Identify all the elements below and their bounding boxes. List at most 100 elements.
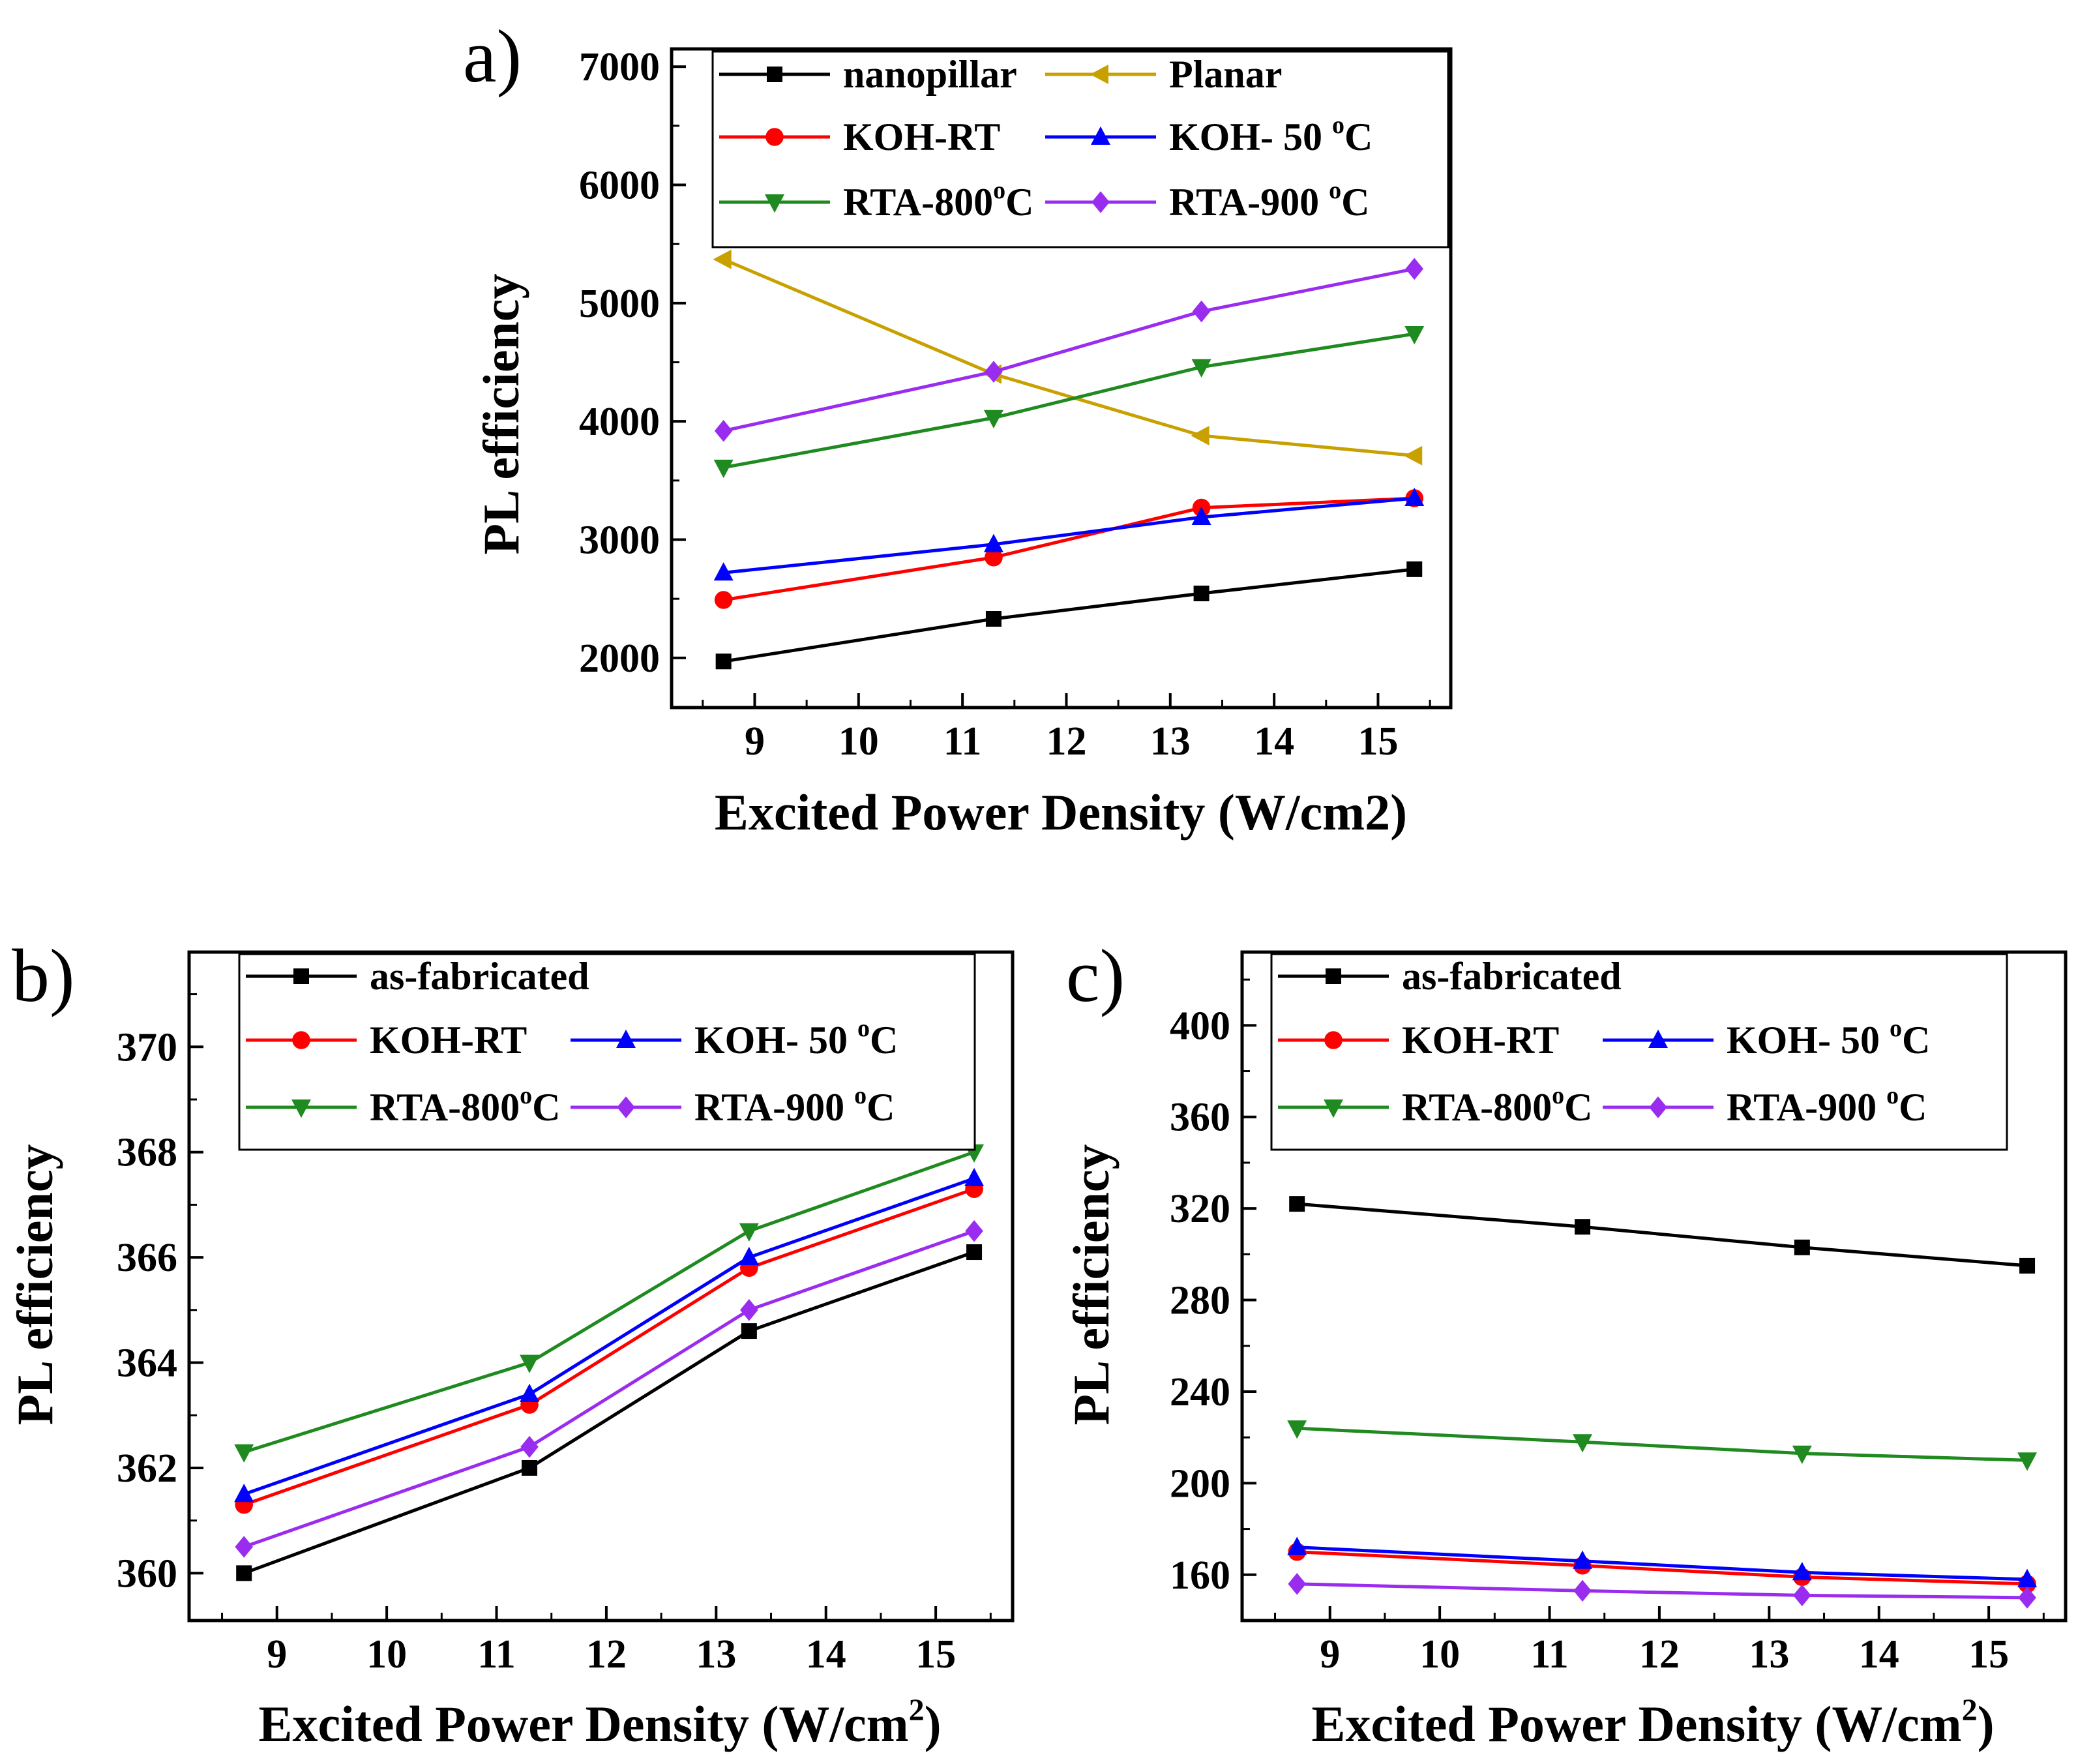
- y-tick-label: 364: [117, 1341, 177, 1386]
- x-tick-label: 15: [1968, 1632, 2009, 1677]
- plot-frame: [1240, 950, 2068, 1622]
- y-tick-label: 360: [1170, 1096, 1230, 1140]
- x-axis-title: Excited Power Density (W/cm2): [715, 784, 1407, 841]
- legend-label-superscript: o: [854, 1082, 867, 1109]
- series-line-koh-rt: [723, 496, 1415, 602]
- legend-koh-rt-marker: [765, 128, 784, 146]
- y-tick-label: 160: [1170, 1553, 1230, 1598]
- x-axis-title-main: Excited Power Density (W/cm2): [715, 784, 1407, 841]
- chart-panel-c: c) 9 10 11 12 13 14 15 160 200 240 280 320 360 400 Exci…: [1063, 934, 2068, 1752]
- legend-label-superscript: o: [1332, 112, 1344, 139]
- data-point-as-fabricated-marker: [966, 1244, 983, 1261]
- series-line-rta-800-c: [723, 332, 1415, 470]
- legend-label-tail: C: [1902, 1019, 1930, 1062]
- legend-item-koh-rt: KOH-RT: [1278, 1019, 1559, 1062]
- chart-panel-a: a) 9 10 11 12 13 14 15 2000 3000 4000 5000 6000 7000 E…: [463, 15, 1453, 841]
- x-tick-label: 9: [1320, 1632, 1340, 1677]
- series-rta-900-c: [1288, 1573, 2036, 1609]
- data-point-rta-800-c-marker: [1573, 1434, 1593, 1453]
- y-tick-label: 7000: [579, 45, 660, 89]
- series-rta-800-c: [713, 326, 1425, 479]
- series-line-rta-900-c: [1297, 1582, 2028, 1600]
- series-rta-900-c: [235, 1219, 983, 1558]
- legend-label-tail: C: [1899, 1086, 1927, 1129]
- series-koh-50-c: [234, 1167, 985, 1502]
- legend-item-as-fabricated: as-fabricated: [246, 955, 589, 998]
- legend-label-main: KOH-RT: [1402, 1019, 1559, 1062]
- legend-rta-900-c-marker: [1091, 191, 1110, 213]
- legend-item-planar: Planar: [1045, 53, 1282, 96]
- legend-label-main: as-fabricated: [1402, 955, 1622, 998]
- data-point-planar-marker: [713, 249, 732, 269]
- x-tick-label: 11: [943, 719, 982, 764]
- data-point-rta-800-c-marker: [234, 1444, 254, 1463]
- legend-label-rta-800-c: RTA-800oC: [843, 177, 1033, 224]
- legend-koh-50-c-marker: [616, 1029, 636, 1048]
- data-point-rta-800-c-marker: [1404, 326, 1425, 345]
- legend-item-koh-50-c: KOH- 50 oC: [1045, 112, 1373, 158]
- legend-label-tail: C: [870, 1019, 898, 1062]
- data-point-rta-900-c-marker: [1288, 1573, 1306, 1595]
- legend-item-koh-50-c: KOH- 50 oC: [1603, 1015, 1930, 1062]
- x-tick-label: 13: [1150, 719, 1191, 764]
- x-axis-title: Excited Power Density (W/cm2): [1311, 1693, 1994, 1752]
- legend-label-rta-900-c: RTA-900 oC: [1727, 1082, 1927, 1129]
- legend-label-superscript: o: [1886, 1082, 1899, 1109]
- legend-label-tail: C: [1344, 115, 1373, 158]
- y-tick-label: 3000: [579, 518, 660, 563]
- y-tick-label: 370: [117, 1025, 177, 1069]
- x-tick-label: 9: [267, 1632, 287, 1677]
- legend-label-superscript: o: [857, 1015, 870, 1042]
- data-point-nanopillar-marker: [1193, 586, 1210, 602]
- y-axis-title: PL efficiency: [7, 1144, 63, 1425]
- legend-as-fabricated-marker: [1326, 968, 1341, 984]
- legend-label-main: RTA-900: [1727, 1086, 1886, 1129]
- y-tick-label: 4000: [579, 400, 660, 444]
- data-point-rta-900-c-marker: [1405, 258, 1424, 280]
- legend-label-main: KOH- 50: [1727, 1019, 1890, 1062]
- legend-label-tail: C: [867, 1086, 895, 1129]
- data-point-koh-50-c-marker: [739, 1246, 759, 1266]
- data-point-rta-900-c-marker: [965, 1219, 983, 1242]
- legend-item-koh-rt: KOH-RT: [719, 115, 1000, 158]
- data-point-nanopillar-marker: [715, 653, 732, 670]
- y-axis-title: PL efficiency: [473, 273, 529, 554]
- x-tick-label: 12: [1046, 719, 1086, 764]
- legend-box: [711, 50, 1449, 248]
- x-tick-label: 15: [1358, 719, 1398, 764]
- legend-label-rta-900-c: RTA-900 oC: [694, 1082, 895, 1129]
- data-point-as-fabricated-marker: [236, 1565, 252, 1581]
- legend-label-tail: C: [1564, 1086, 1592, 1129]
- data-point-koh-50-c-marker: [964, 1167, 985, 1187]
- data-point-koh-rt-marker: [714, 591, 733, 609]
- series-line-koh-50-c: [723, 496, 1415, 575]
- x-tick-label: 10: [839, 719, 879, 764]
- legend-label-koh-50-c: KOH- 50 oC: [1169, 112, 1373, 158]
- series-koh-50-c: [713, 487, 1425, 581]
- data-point-koh-50-c-marker: [1573, 1550, 1593, 1569]
- data-point-koh-50-c-marker: [1404, 487, 1425, 507]
- data-point-rta-900-c-marker: [235, 1536, 253, 1558]
- legend-item-rta-900-c: RTA-900 oC: [1045, 177, 1369, 224]
- legend-label-main: Planar: [1169, 53, 1282, 96]
- x-tick-label: 12: [1639, 1632, 1680, 1677]
- legend-planar-marker: [1090, 65, 1108, 84]
- legend-box: [238, 953, 976, 1151]
- legend-item-koh-rt: KOH-RT: [246, 1019, 527, 1062]
- y-tick-label: 362: [117, 1446, 177, 1491]
- data-point-planar-marker: [1404, 445, 1423, 466]
- data-point-rta-900-c-marker: [2018, 1587, 2036, 1609]
- x-tick-label: 14: [1254, 719, 1294, 764]
- legend-item-rta-800-c: RTA-800oC: [246, 1082, 560, 1129]
- legend-koh-rt-marker: [1324, 1031, 1343, 1049]
- series-planar: [713, 249, 1423, 466]
- y-tick-label: 366: [117, 1236, 177, 1280]
- data-point-rta-900-c-marker: [985, 361, 1003, 383]
- legend-label-koh-rt: KOH-RT: [370, 1019, 527, 1062]
- data-point-koh-50-c-marker: [1792, 1562, 1812, 1581]
- legend-label-main: RTA-800: [1402, 1086, 1552, 1129]
- series-line-as-fabricated: [243, 1250, 975, 1575]
- data-point-rta-800-c-marker: [1287, 1420, 1307, 1439]
